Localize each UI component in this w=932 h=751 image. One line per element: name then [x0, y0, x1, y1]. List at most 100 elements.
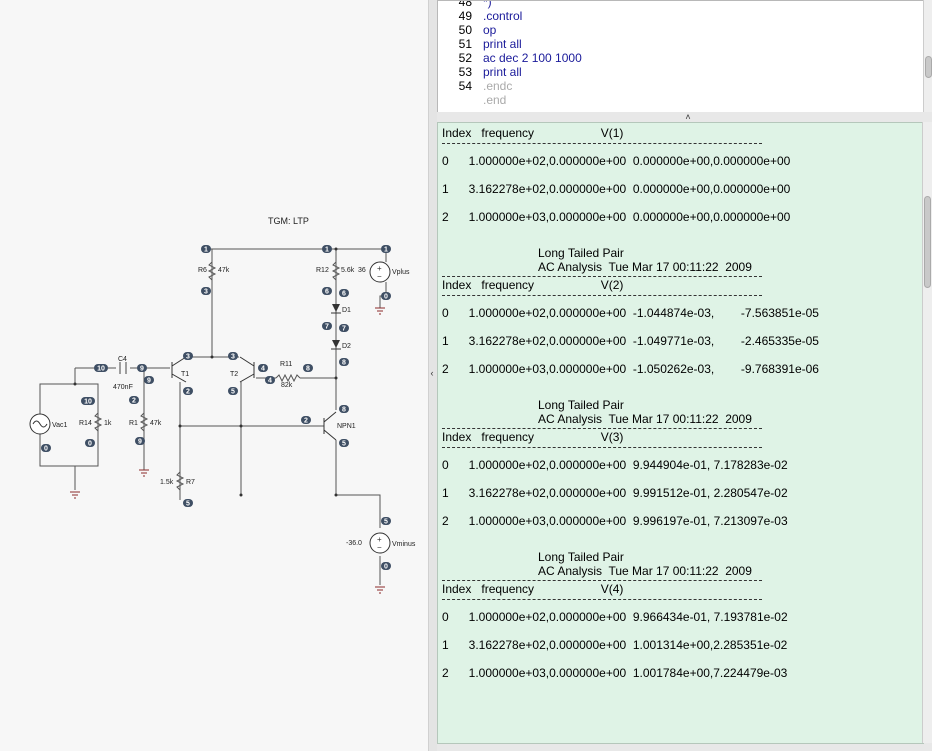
table-row[interactable]: 1 3.162278e+02,0.000000e+00 1.001314e+00…	[442, 638, 788, 652]
collapse-up-arrow-icon[interactable]: ˄	[685, 112, 691, 122]
node-marker	[381, 245, 391, 253]
schematic-canvas[interactable]: TGM: LTP	[0, 0, 428, 751]
analysis-title: Long Tailed Pair	[538, 398, 624, 412]
vminus-label: Vminus	[392, 541, 416, 548]
resistor-r11[interactable]	[275, 373, 301, 383]
table-row[interactable]: 2 1.000000e+03,0.000000e+00 1.001784e+00…	[442, 666, 788, 680]
r6-value: 47k	[218, 267, 230, 274]
node-label: 0	[88, 441, 92, 448]
table-row[interactable]: 1 3.162278e+02,0.000000e+00 0.000000e+00…	[442, 182, 791, 196]
simulation-output[interactable]: Index frequency V(1) 0 1.000000e+02,0.000…	[437, 122, 924, 744]
transistor-t1[interactable]	[171, 356, 187, 383]
table-header: Index frequency V(1)	[442, 126, 624, 140]
node-marker	[129, 396, 139, 404]
diode-d2[interactable]	[331, 340, 341, 350]
capacitor-c4[interactable]	[119, 362, 127, 374]
table-row[interactable]: 1 3.162278e+02,0.000000e+00 -1.049771e-0…	[442, 334, 819, 348]
source-vplus[interactable]: +−	[369, 261, 391, 283]
table-row[interactable]: 1 3.162278e+02,0.000000e+00 9.991512e-01…	[442, 486, 788, 500]
resistor-r1[interactable]	[139, 412, 149, 432]
node-marker	[81, 397, 95, 405]
code-line[interactable]: .endc	[483, 79, 513, 93]
node-marker	[322, 322, 332, 330]
t1-label: T1	[181, 371, 189, 378]
table-row[interactable]: 0 1.000000e+02,0.000000e+00 9.966434e-01…	[442, 610, 788, 624]
table-header: Index frequency V(2)	[442, 278, 624, 292]
node-label: 5	[186, 501, 190, 508]
node-marker	[41, 444, 51, 452]
source-vminus[interactable]: +−	[369, 532, 391, 554]
node-label: 3	[186, 354, 190, 361]
separator	[442, 428, 762, 429]
horizontal-splitter[interactable]	[437, 112, 932, 122]
node-marker	[381, 562, 391, 570]
d2-label: D2	[342, 343, 351, 350]
node-label: 2	[132, 398, 136, 405]
node-label: 5	[384, 519, 388, 526]
r7-label: R7	[186, 479, 195, 486]
node-label: 5	[342, 441, 346, 448]
output-scroll-thumb[interactable]	[924, 196, 931, 288]
node-label: 2	[186, 389, 190, 396]
code-line[interactable]: op	[483, 23, 497, 37]
transistor-npn1[interactable]	[323, 411, 337, 441]
node-marker	[339, 405, 349, 413]
node-marker	[381, 517, 391, 525]
line-number: 50	[458, 23, 472, 37]
r6-label: R6	[198, 267, 207, 274]
resistor-r6[interactable]	[207, 261, 217, 281]
node-label: 4	[261, 366, 265, 373]
table-row[interactable]: 2 1.000000e+03,0.000000e+00 0.000000e+00…	[442, 210, 791, 224]
resistor-r7[interactable]	[175, 471, 185, 491]
analysis-title: Long Tailed Pair	[538, 246, 624, 260]
node-label: 8	[306, 366, 310, 373]
editor-scrollbar[interactable]	[923, 0, 932, 112]
diode-d1[interactable]	[331, 304, 341, 314]
resistor-r14[interactable]	[93, 412, 103, 432]
svg-text:−: −	[377, 543, 382, 552]
analysis-title: Long Tailed Pair	[538, 550, 624, 564]
svg-text:+: +	[377, 535, 382, 544]
table-row[interactable]: 0 1.000000e+02,0.000000e+00 9.944904e-01…	[442, 458, 788, 472]
line-number: 51	[458, 37, 472, 51]
node-marker	[85, 439, 95, 447]
source-vac1[interactable]	[29, 413, 51, 435]
node-label: 3	[231, 354, 235, 361]
output-scrollbar[interactable]	[922, 122, 932, 743]
resistor-r12[interactable]	[331, 261, 341, 281]
line-number: 49	[458, 9, 472, 23]
node-marker	[135, 437, 145, 445]
table-row[interactable]: 0 1.000000e+02,0.000000e+00 -1.044874e-0…	[442, 306, 819, 320]
code-line[interactable]: ac dec 2 100 1000	[483, 51, 582, 65]
node-label: 1	[325, 247, 329, 254]
netlist-editor[interactable]: 48 *) 49 .control 50 op 51 print all 52 ac dec 2 …	[437, 0, 925, 114]
vertical-splitter[interactable]	[428, 0, 437, 751]
separator	[442, 143, 762, 144]
code-line[interactable]: .control	[483, 9, 523, 23]
svg-text:+: +	[377, 264, 382, 273]
node-marker	[322, 287, 332, 295]
node-label: 0	[44, 446, 48, 453]
editor-scroll-thumb[interactable]	[925, 56, 932, 78]
code-line[interactable]: .end	[483, 93, 507, 107]
table-row[interactable]: 2 1.000000e+03,0.000000e+00 -1.050262e-0…	[442, 362, 819, 376]
table-header: Index frequency V(3)	[442, 430, 624, 444]
r14-value: 1k	[104, 420, 112, 427]
table-row[interactable]: 0 1.000000e+02,0.000000e+00 0.000000e+00…	[442, 154, 791, 168]
line-number: 48	[458, 0, 472, 9]
transistor-t2[interactable]	[239, 356, 255, 383]
node-label: 8	[342, 360, 346, 367]
code-line[interactable]: *)	[483, 0, 492, 9]
code-line[interactable]: print all	[483, 37, 522, 51]
node-label: 7	[342, 326, 346, 333]
collapse-left-arrow-icon[interactable]: ‹	[430, 368, 434, 378]
table-row[interactable]: 2 1.000000e+03,0.000000e+00 9.996197e-01…	[442, 514, 788, 528]
line-number: 54	[458, 79, 472, 93]
node-label: 2	[304, 418, 308, 425]
code-line[interactable]: print all	[483, 65, 522, 79]
schematic-pane[interactable]: TGM: LTP	[0, 0, 429, 751]
node-marker	[381, 292, 391, 300]
svg-text:−: −	[377, 272, 382, 281]
node-label: 3	[204, 289, 208, 296]
node-marker	[339, 358, 349, 366]
